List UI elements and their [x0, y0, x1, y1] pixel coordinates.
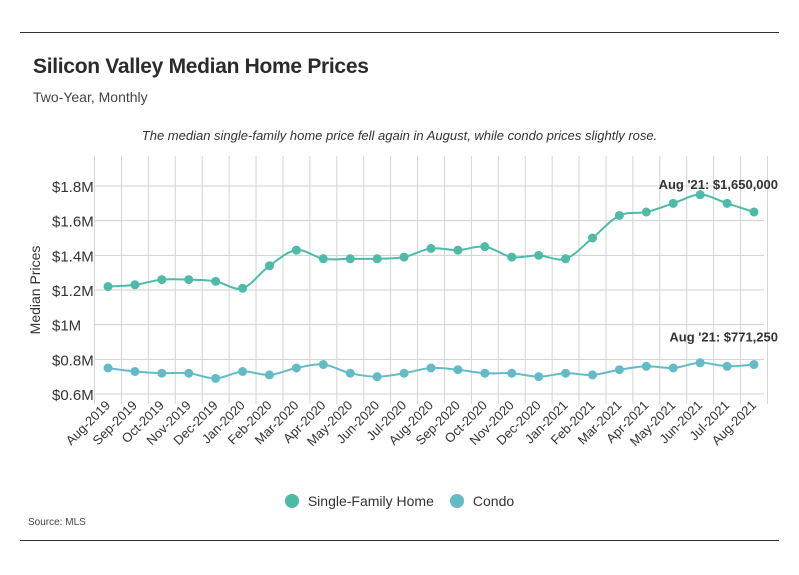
data-point [318, 360, 328, 370]
data-point [588, 370, 597, 380]
y-tick-label: $0.6M [52, 387, 94, 404]
chart-note: The median single-family home price fell… [141, 128, 658, 143]
legend: Single-Family Home Condo [0, 493, 799, 509]
data-point [722, 198, 732, 208]
data-point [453, 365, 463, 375]
data-point [130, 280, 140, 290]
data-point [211, 276, 221, 286]
data-point [291, 245, 301, 255]
data-point [614, 365, 624, 375]
legend-dot-condo [449, 494, 464, 508]
data-point [695, 358, 705, 368]
data-point [561, 254, 571, 264]
legend-item-condo[interactable]: Condo [449, 493, 515, 509]
data-point [534, 372, 544, 382]
data-point [588, 233, 597, 243]
data-point [265, 261, 274, 271]
annotation-label-0: Aug '21: $1,650,000 [659, 177, 778, 192]
y-tick-label: $1.6M [52, 214, 94, 231]
data-point [238, 366, 248, 376]
y-tick-label: $1.8M [52, 179, 94, 196]
y-tick-label: $1.2M [52, 283, 94, 300]
data-point [534, 250, 544, 260]
data-point [641, 361, 651, 371]
data-point [399, 368, 409, 378]
data-point [157, 275, 167, 285]
data-point [184, 275, 194, 285]
data-point [372, 254, 382, 264]
data-point [291, 363, 301, 373]
data-point [130, 366, 140, 376]
data-point [749, 360, 759, 370]
data-point [184, 368, 194, 378]
data-point [399, 252, 409, 262]
data-point [157, 368, 167, 378]
data-point [345, 368, 355, 378]
data-point [722, 361, 732, 371]
data-point [480, 368, 490, 378]
series-1 [103, 358, 759, 383]
data-point [426, 363, 436, 373]
data-point [614, 210, 624, 220]
y-axis-label: Median Prices [27, 246, 43, 335]
legend-dot-single-family [284, 494, 299, 508]
series-line-0 [107, 193, 755, 290]
data-point [668, 198, 678, 208]
data-point [561, 368, 571, 378]
data-point [507, 368, 517, 378]
data-point [345, 254, 355, 264]
chart-title: Silicon Valley Median Home Prices [33, 55, 369, 78]
data-point [668, 363, 678, 373]
data-point [695, 190, 705, 200]
bottom-rule [20, 540, 779, 541]
data-point [318, 254, 328, 264]
legend-label-condo: Condo [472, 493, 515, 509]
annotation-label-1: Aug '21: $771,250 [669, 330, 778, 345]
y-tick-label: $0.8M [52, 352, 94, 369]
data-point [507, 252, 517, 262]
data-point [372, 372, 382, 382]
data-point [453, 245, 463, 255]
legend-label-single-family: Single-Family Home [307, 493, 434, 509]
data-point [103, 282, 113, 292]
data-point [265, 370, 274, 380]
data-point [480, 242, 490, 252]
data-point [749, 207, 759, 217]
y-tick-label: $1.4M [52, 248, 94, 265]
data-point [641, 207, 651, 217]
data-point [238, 283, 248, 293]
series-0 [103, 190, 759, 293]
data-point [426, 243, 436, 253]
grid-lines [94, 156, 768, 404]
data-point [211, 373, 221, 383]
source-note: Source: MLS [28, 517, 86, 528]
data-point [103, 363, 113, 373]
chart-subtitle: Two-Year, Monthly [33, 89, 148, 105]
y-tick-label: $1M [52, 318, 81, 335]
top-rule [20, 32, 779, 33]
legend-item-single-family[interactable]: Single-Family Home [284, 493, 434, 509]
